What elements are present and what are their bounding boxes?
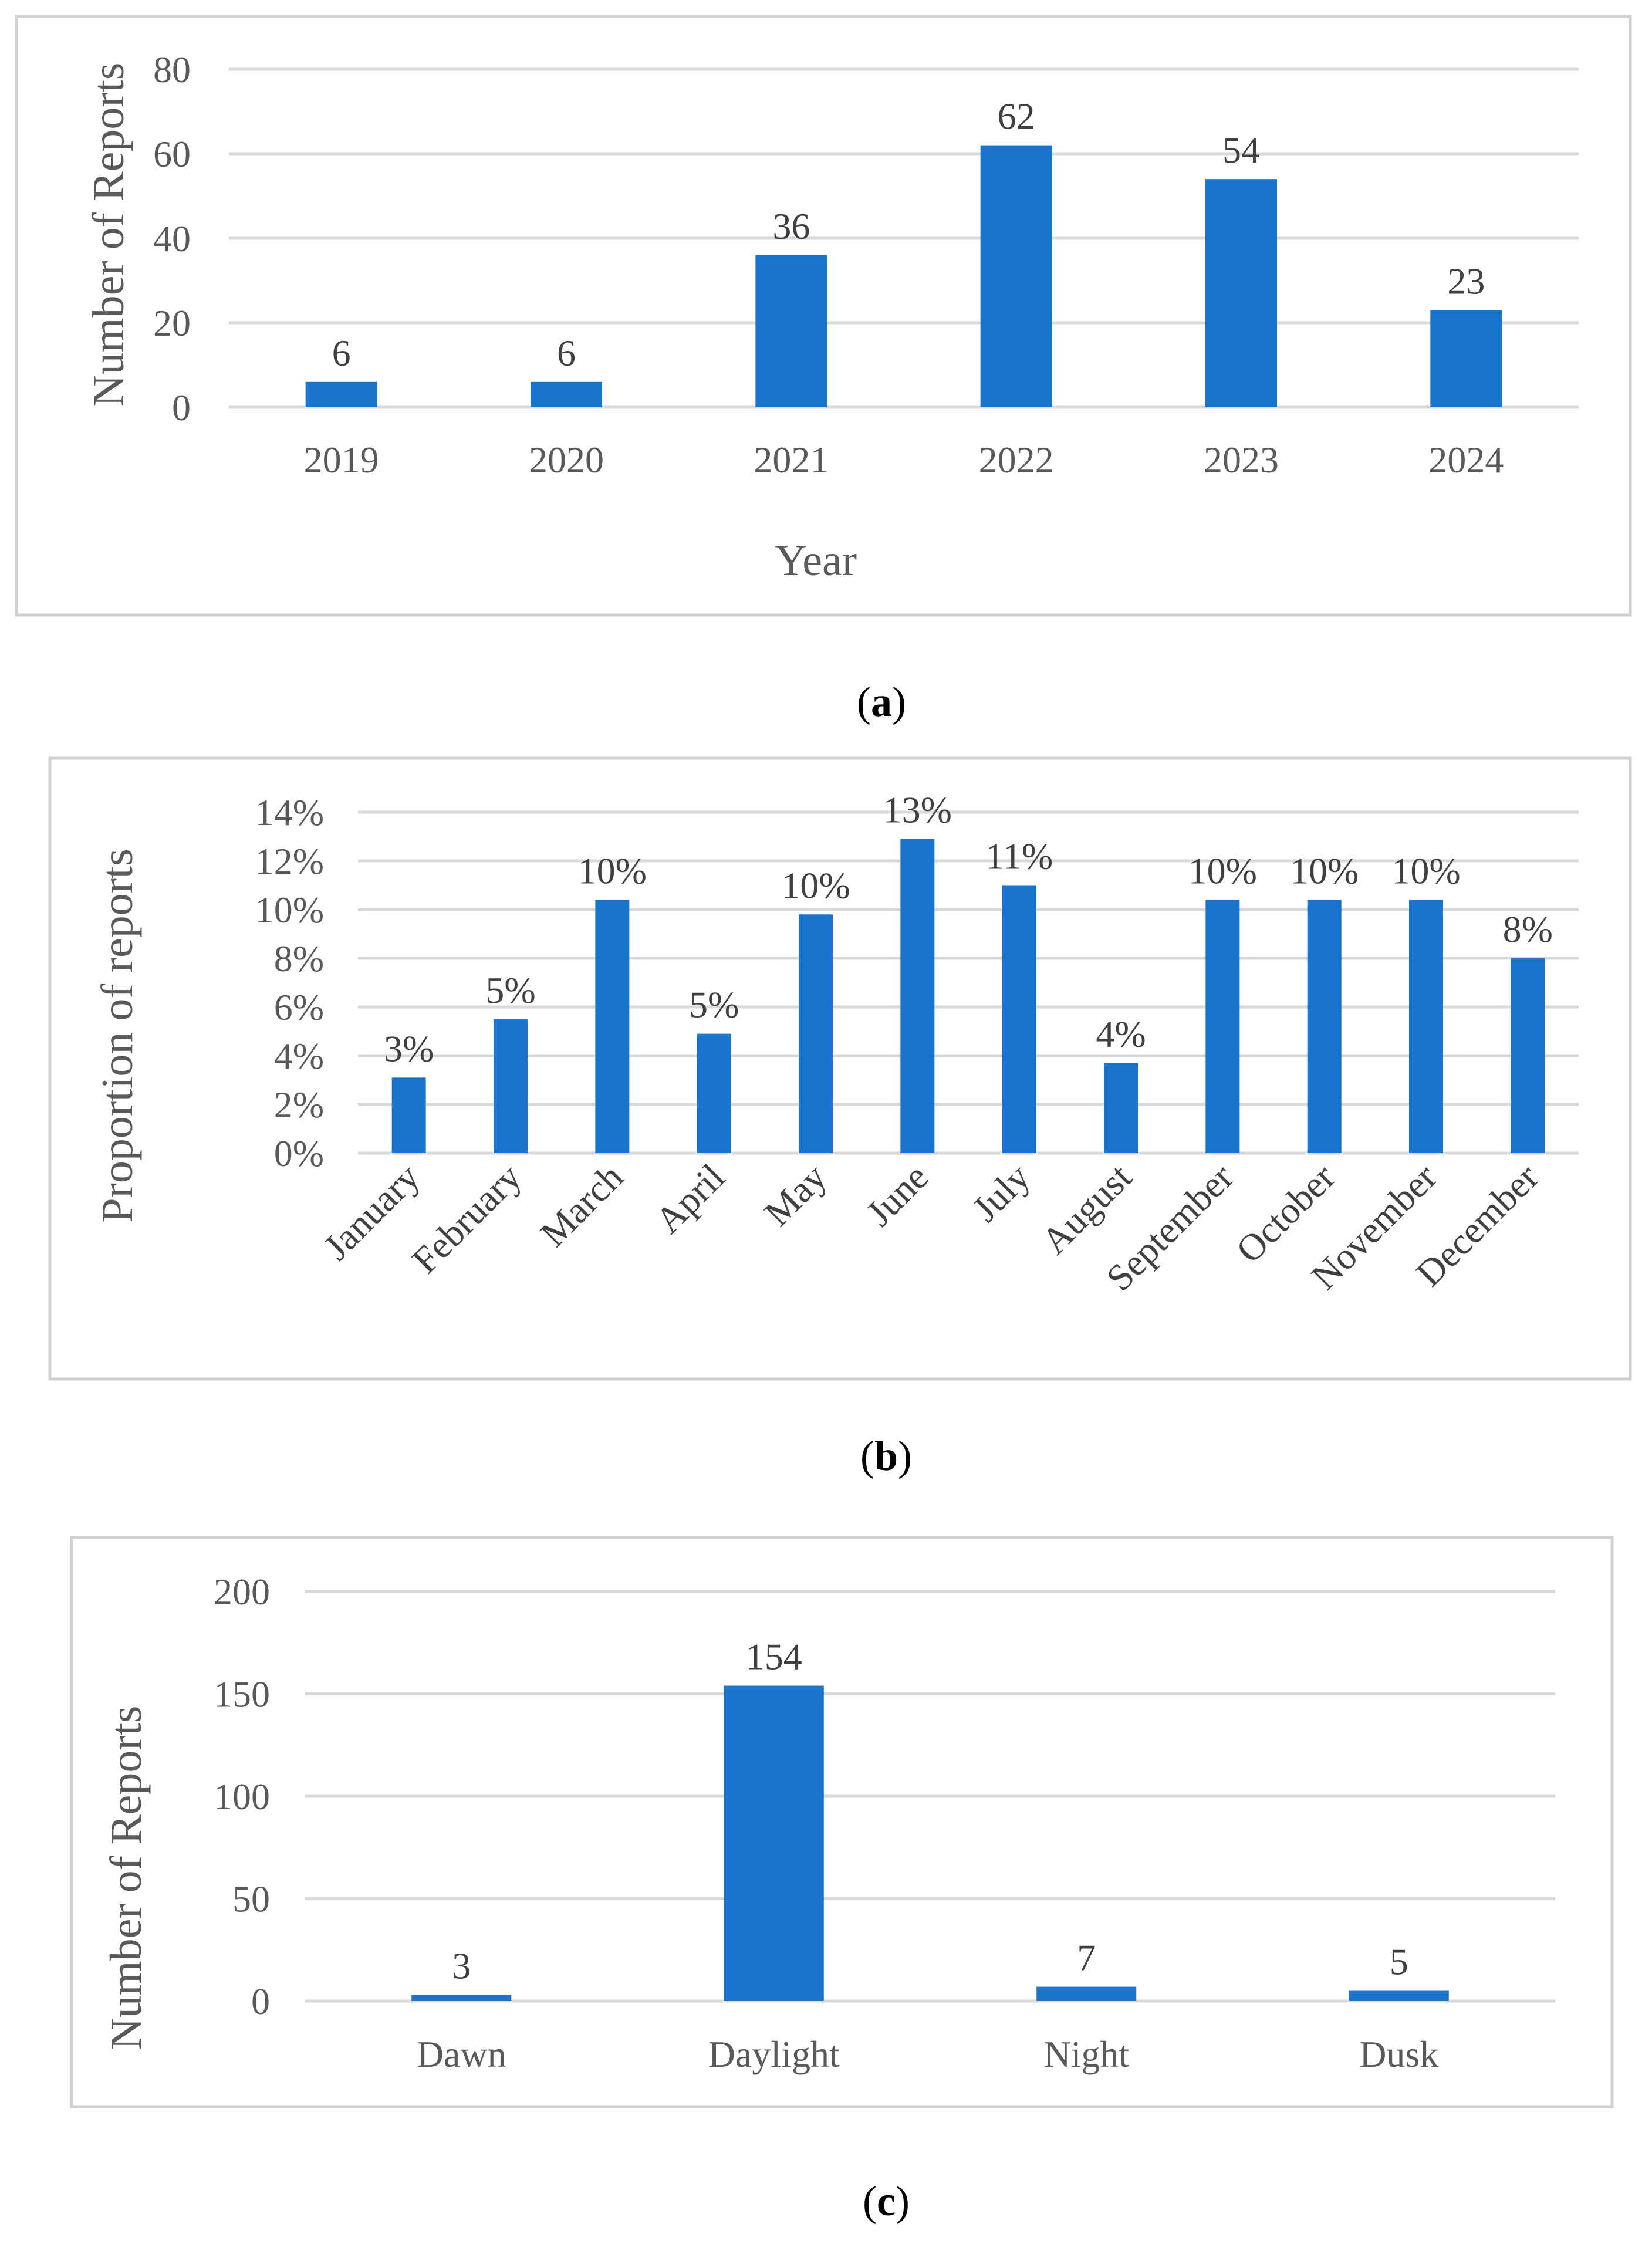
data-label: 154 <box>746 1636 802 1678</box>
bar <box>697 1033 731 1153</box>
panel-c-ylabel: Number of Reports <box>102 1706 151 2050</box>
x-tick-label: Daylight <box>708 2033 840 2075</box>
x-tick-label: 2024 <box>1428 439 1504 481</box>
y-tick-label: 0 <box>172 387 191 428</box>
data-label: 36 <box>772 205 810 247</box>
y-tick-label: 10% <box>255 889 324 931</box>
data-label: 62 <box>998 96 1035 137</box>
data-label: 8% <box>1503 908 1553 950</box>
x-tick-label: Night <box>1043 2033 1129 2075</box>
panel-b-caption: (b) <box>860 1432 912 1479</box>
bar <box>595 900 630 1153</box>
y-tick-label: 6% <box>274 986 324 1028</box>
y-tick-label: 4% <box>274 1035 324 1077</box>
data-label: 13% <box>883 789 952 831</box>
x-tick-label: 2022 <box>979 439 1054 481</box>
panel-b-ylabel: Proportion of reports <box>93 849 142 1222</box>
data-label: 54 <box>1222 129 1260 171</box>
data-label: 4% <box>1096 1013 1146 1055</box>
panel-b-chart: Proportion of reports 0% 2% 4% 6% 8% 10% 12% 14… <box>48 756 1632 1381</box>
bar <box>755 255 827 407</box>
bar <box>1349 1990 1449 2001</box>
bar <box>1430 310 1502 407</box>
bar <box>799 914 833 1153</box>
panel-a-caption: (a) <box>857 678 906 725</box>
y-tick-label: 14% <box>255 792 324 833</box>
bar <box>1205 179 1277 407</box>
data-label: 6 <box>557 332 576 374</box>
bar <box>494 1019 528 1153</box>
y-tick-label: 20 <box>153 302 191 344</box>
panel-b-caption-letter: b <box>874 1432 898 1479</box>
panel-a-xlabel: Year <box>775 536 857 585</box>
bar <box>1104 1063 1138 1153</box>
panel-c-chart: Number of Reports 0 50 100 150 200 3 Dawn 154 Da… <box>70 1536 1614 2108</box>
bar <box>980 145 1052 407</box>
panel-c-caption-letter: c <box>877 2178 896 2225</box>
data-label: 10% <box>1391 850 1460 891</box>
y-tick-label: 0 <box>251 1981 270 2022</box>
y-tick-label: 50 <box>232 1878 270 1920</box>
y-tick-label: 8% <box>274 938 324 979</box>
y-tick-label: 150 <box>214 1674 270 1715</box>
y-tick-label: 200 <box>214 1571 270 1613</box>
data-label: 5 <box>1390 1941 1408 1983</box>
x-tick-label: Dusk <box>1359 2033 1438 2075</box>
x-tick-label: 2023 <box>1204 439 1279 481</box>
y-tick-label: 2% <box>274 1084 324 1126</box>
data-label: 3% <box>384 1028 434 1069</box>
data-label: 10% <box>1290 850 1359 891</box>
data-label: 10% <box>781 864 850 906</box>
bar <box>724 1685 824 2001</box>
data-label: 3 <box>452 1945 471 1987</box>
bar <box>1511 958 1545 1153</box>
bar <box>1036 1986 1137 2001</box>
bar <box>1409 900 1443 1153</box>
panel-a-caption-letter: a <box>871 678 892 725</box>
bar <box>531 381 602 407</box>
bar <box>1205 900 1240 1153</box>
data-label: 6 <box>332 332 351 374</box>
bar <box>305 381 377 407</box>
data-label: 10% <box>1188 850 1257 891</box>
panel-a-chart: Number of Reports Year 0 20 40 60 80 6 2019 6 20… <box>15 15 1632 617</box>
bar <box>900 839 935 1153</box>
y-tick-label: 80 <box>153 49 191 90</box>
y-tick-label: 0% <box>274 1133 324 1174</box>
x-tick-label: 2019 <box>304 439 379 481</box>
x-tick-label: 2020 <box>529 439 604 481</box>
y-tick-label: 12% <box>255 840 324 882</box>
data-label: 11% <box>985 836 1053 877</box>
data-label: 5% <box>689 984 739 1026</box>
bar <box>1002 885 1036 1153</box>
bar <box>391 1077 426 1153</box>
y-tick-label: 40 <box>153 218 191 259</box>
y-tick-label: 60 <box>153 133 191 175</box>
data-label: 5% <box>485 969 535 1011</box>
bar <box>411 1995 512 2001</box>
x-tick-label: 2021 <box>754 439 829 481</box>
x-tick-label: Dawn <box>417 2033 506 2075</box>
panel-c-frame <box>70 1536 1614 2108</box>
data-label: 10% <box>578 850 647 891</box>
y-tick-label: 100 <box>214 1776 270 1817</box>
panel-c-caption: (c) <box>863 2178 910 2225</box>
data-label: 7 <box>1077 1937 1096 1979</box>
bar <box>1307 900 1342 1153</box>
data-label: 23 <box>1447 260 1485 302</box>
panel-a-ylabel: Number of Reports <box>84 63 133 407</box>
